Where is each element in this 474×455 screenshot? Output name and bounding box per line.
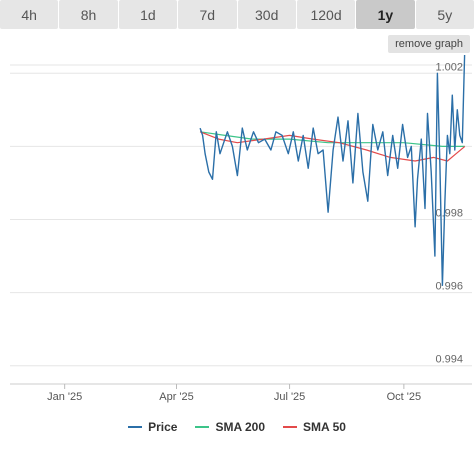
legend-item-price[interactable]: Price xyxy=(128,420,177,434)
legend-swatch-sma200 xyxy=(195,426,210,428)
remove-graph-button[interactable]: remove graph xyxy=(388,35,470,53)
x-tick-label-1: Apr '25 xyxy=(159,391,194,403)
y-tick-label-1: 0.996 xyxy=(435,281,463,293)
legend-item-sma50[interactable]: SMA 50 xyxy=(283,420,346,434)
price-chart: 0.994 0.996 0.998 1.002 Jan '25 Apr '25 Jul '2… xyxy=(10,55,472,403)
tab-8h[interactable]: 8h xyxy=(59,0,118,29)
tab-120d[interactable]: 120d xyxy=(296,0,356,29)
tab-7d[interactable]: 7d xyxy=(178,0,237,29)
x-tick-label-3: Oct '25 xyxy=(387,391,422,403)
x-tick-label-2: Jul '25 xyxy=(274,391,305,403)
legend-label-sma50: SMA 50 xyxy=(303,420,346,434)
sma50-line xyxy=(199,131,466,162)
legend-swatch-price xyxy=(128,426,143,428)
chart-legend: Price SMA 200 SMA 50 xyxy=(0,420,474,434)
legend-label-price: Price xyxy=(148,420,178,434)
tab-30d[interactable]: 30d xyxy=(237,0,296,29)
timeframe-tabs: 4h 8h 1d 7d 30d 120d 1y 5y xyxy=(0,0,474,30)
tab-4h[interactable]: 4h xyxy=(0,0,59,29)
legend-swatch-sma50 xyxy=(283,426,298,428)
legend-item-sma200[interactable]: SMA 200 xyxy=(195,420,265,434)
y-tick-label-2: 0.998 xyxy=(435,208,463,220)
tab-5y[interactable]: 5y xyxy=(415,0,474,29)
y-tick-label-0: 0.994 xyxy=(435,354,463,366)
legend-label-sma200: SMA 200 xyxy=(215,420,266,434)
price-line xyxy=(199,55,466,287)
tab-1d[interactable]: 1d xyxy=(118,0,178,29)
sma200-line xyxy=(200,131,465,148)
y-tick-label-3: 1.002 xyxy=(435,61,463,73)
x-tick-label-0: Jan '25 xyxy=(47,391,82,403)
tab-1y[interactable]: 1y xyxy=(356,0,415,29)
